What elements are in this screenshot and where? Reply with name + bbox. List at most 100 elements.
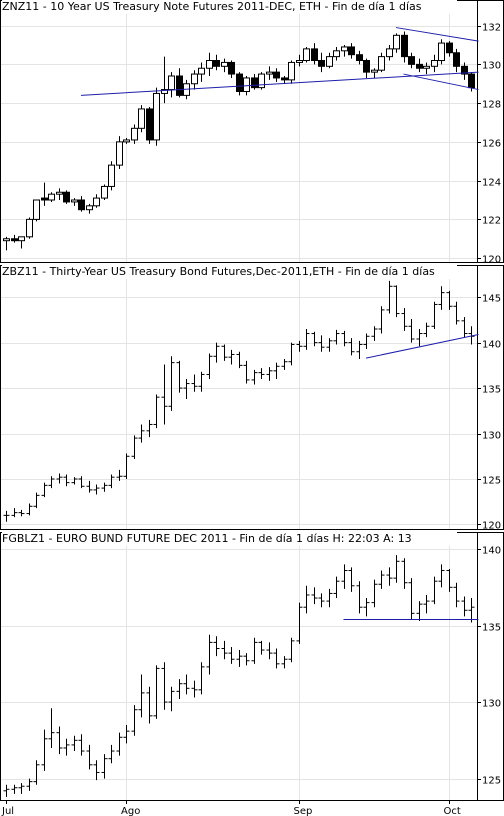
y-tick-label: 135 [482, 623, 501, 634]
candle [11, 234, 18, 243]
ohlc-bar [101, 482, 108, 492]
candle [431, 54, 438, 73]
ohlc-bar [153, 394, 160, 429]
ohlc-bar [251, 369, 258, 385]
x-axis: Jul Ago Sep Oct [1, 800, 461, 816]
candle-body [108, 164, 115, 187]
ohlc-bar [86, 480, 93, 493]
candle [371, 68, 378, 78]
ohlc-bar [198, 371, 205, 392]
candle-body [33, 199, 40, 220]
ohlc-bar [198, 662, 205, 695]
candle [296, 54, 303, 67]
ohlc-bar [101, 754, 108, 779]
ohlc-bar [363, 333, 370, 349]
ohlc-bar [416, 329, 423, 347]
ohlc-bar [348, 338, 355, 356]
y-tick-label: 130 [482, 61, 501, 72]
candle-body [333, 50, 340, 58]
ohlc-bar [243, 653, 250, 666]
y-tick-label: 120 [482, 255, 501, 266]
ohlc-bar [318, 593, 325, 608]
ohlc-bar [431, 301, 438, 329]
candle-body [303, 48, 310, 61]
candle-body [273, 71, 280, 79]
y-tick-label: 135 [482, 385, 501, 396]
candle [461, 62, 468, 80]
candle-body [191, 73, 198, 85]
ohlc-bar [468, 598, 475, 623]
ohlc-bar [168, 356, 175, 411]
panel-fgblz1: 125 130 135 140 [0, 532, 504, 801]
ohlc-bar [273, 362, 280, 379]
ohlc-bar [273, 648, 280, 669]
candle-body [371, 69, 378, 73]
ohlc-bar [191, 374, 198, 392]
candle-body [131, 127, 138, 141]
candle [258, 72, 265, 90]
candle-body [318, 60, 325, 67]
ohlc-bar [63, 474, 70, 487]
ohlc-bar [18, 783, 25, 794]
y-tick-label: 128 [482, 100, 501, 111]
ohlc-bar [266, 367, 273, 381]
candle-body [206, 60, 213, 69]
ohlc-bar [401, 308, 408, 331]
candle-body [311, 48, 318, 61]
ohlc-bar [371, 326, 378, 341]
candle-body [423, 65, 430, 69]
ohlc-bar [116, 732, 123, 756]
ohlc-bar [446, 568, 453, 592]
candle [123, 138, 130, 144]
candle [318, 52, 325, 73]
candle-body [56, 191, 63, 195]
panel-frame [0, 0, 504, 263]
ohlc-bar [258, 368, 265, 379]
ohlc-bar [296, 602, 303, 644]
candle [161, 56, 168, 104]
candle [348, 43, 355, 59]
candle-body [138, 108, 145, 129]
candle-body [348, 46, 355, 56]
candle-body [221, 61, 228, 67]
ohlc-bar [378, 306, 385, 334]
candle [138, 105, 145, 133]
ohlc-bar [371, 579, 378, 608]
ohlc-bar [311, 331, 318, 347]
candle [341, 45, 348, 57]
candle [438, 39, 445, 65]
ohlc-bar [123, 725, 130, 744]
ohlc-bar [393, 285, 400, 318]
y-tick-label: 130 [482, 431, 501, 442]
candle-body [78, 199, 85, 211]
ohlc-bar [378, 570, 385, 589]
candle [191, 70, 198, 90]
candle [266, 66, 273, 80]
ohlc-bar [386, 280, 393, 314]
candle [273, 68, 280, 82]
candle [401, 31, 408, 63]
candle-body [161, 89, 168, 94]
ohlc-bar [348, 567, 355, 592]
candle [408, 52, 415, 69]
ohlc-bar [191, 680, 198, 698]
ohlc-bar [108, 474, 115, 489]
panel-znz11: 120 122 124 126 128 130 132 [0, 0, 504, 266]
ohlc-bar [48, 476, 55, 489]
ohlc-bar [363, 598, 370, 617]
candle-body [326, 56, 333, 67]
ohlc-bar [438, 286, 445, 310]
panel-title-znz11: ZNZ11 - 10 Year US Treasury Note Futures… [2, 0, 457, 14]
ohlc-bar [356, 340, 363, 359]
ohlc-bar [341, 564, 348, 589]
ohlc-bar [183, 674, 190, 695]
ohlc-bar [138, 424, 145, 443]
ohlc-bar [446, 290, 453, 310]
ohlc-bar [453, 301, 460, 325]
candle [236, 72, 243, 96]
candle [386, 45, 393, 61]
x-tick-label: Sep [294, 806, 313, 816]
ohlc-bar [3, 510, 10, 522]
ohlc-bar [183, 379, 190, 399]
candle-body [356, 54, 363, 61]
